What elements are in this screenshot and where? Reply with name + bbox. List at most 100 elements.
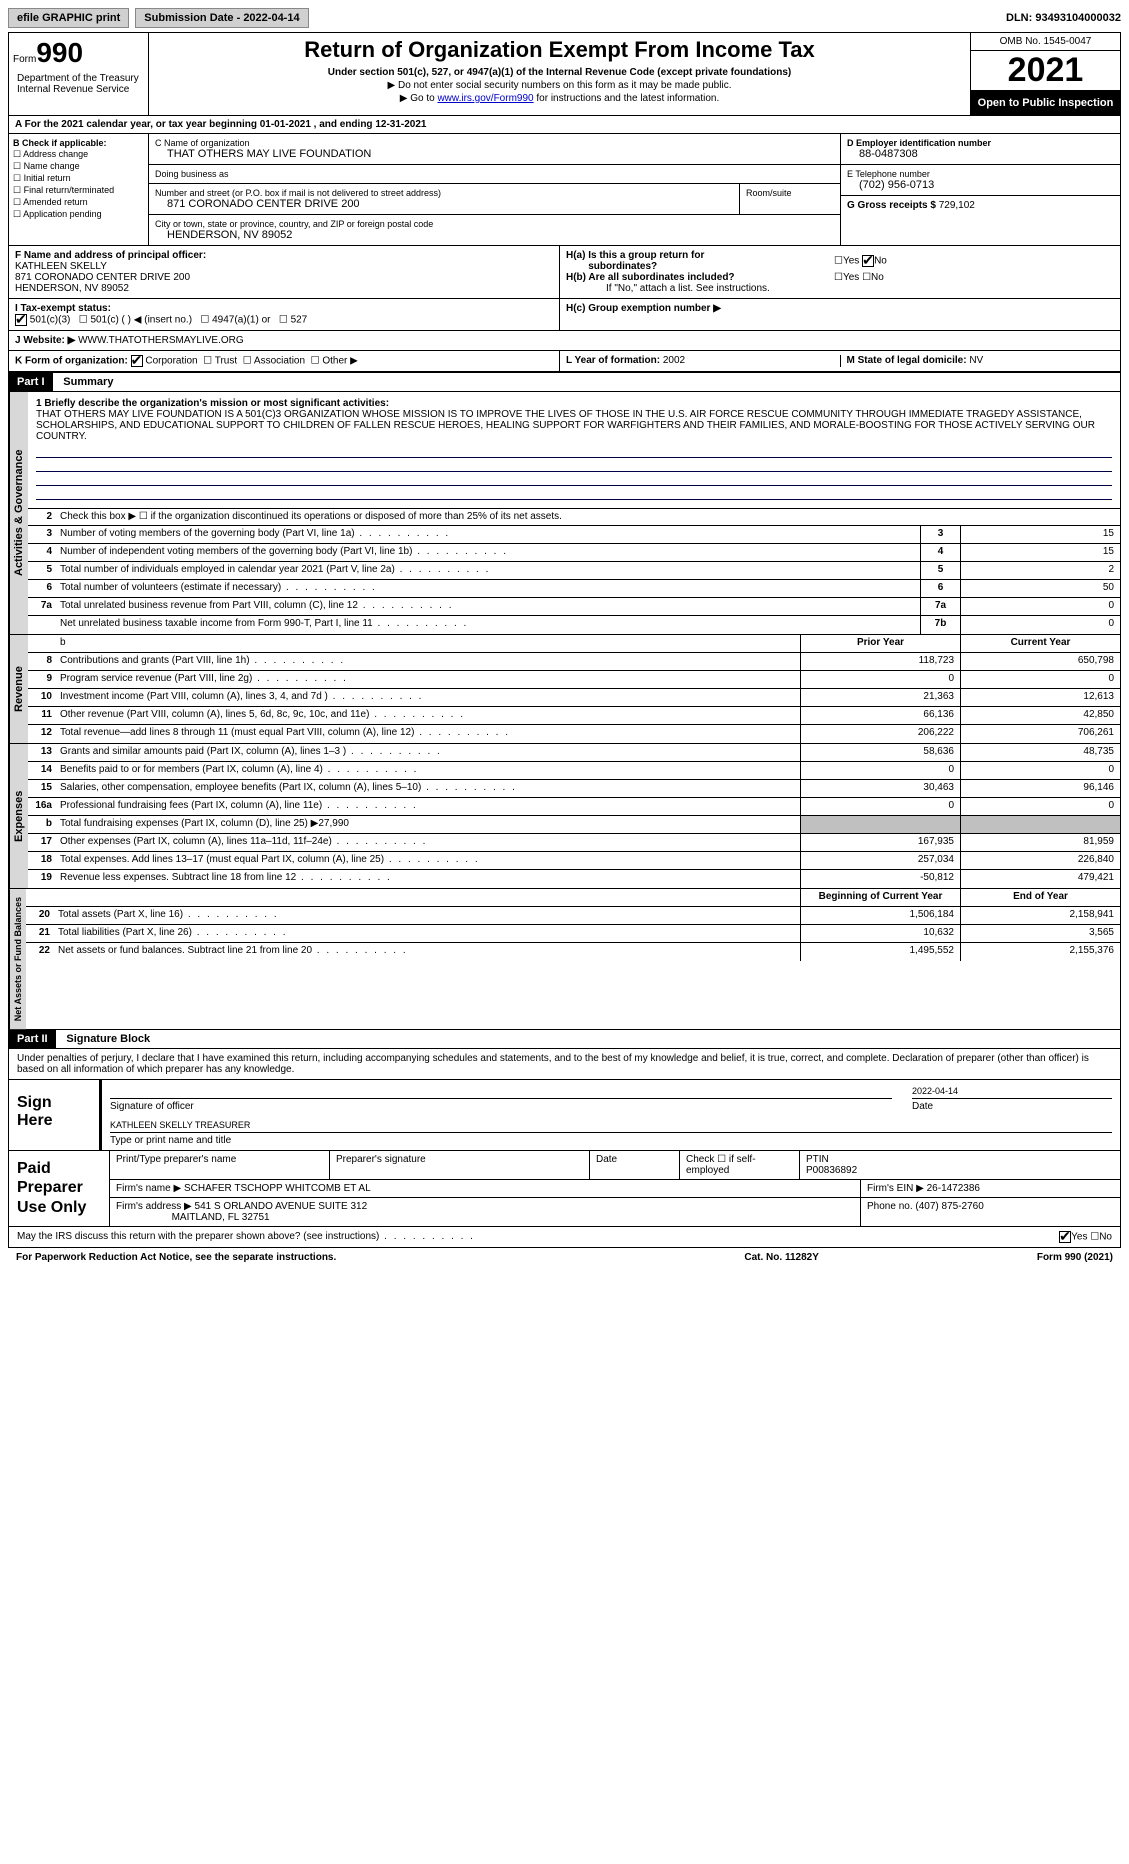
chk-initial[interactable]: ☐ Initial return [13,173,144,184]
expense-line: b Total fundraising expenses (Part IX, c… [28,816,1120,834]
open-public-badge: Open to Public Inspection [971,91,1120,115]
ha-no-check[interactable] [862,255,874,267]
hc-label: H(c) Group exemption number ▶ [566,303,721,314]
part1-header: Part I [9,373,53,391]
ein-label: D Employer identification number [847,138,1114,148]
row-a-period: A For the 2021 calendar year, or tax yea… [8,116,1121,134]
gov-line: 4 Number of independent voting members o… [28,544,1120,562]
hdr-current: Current Year [960,635,1120,652]
mission-text: THAT OTHERS MAY LIVE FOUNDATION IS A 501… [36,409,1112,442]
net-line: 21 Total liabilities (Part X, line 26) 1… [26,925,1120,943]
footer-mid: Cat. No. 11282Y [526,1252,1036,1263]
irs-link[interactable]: www.irs.gov/Form990 [437,93,533,104]
part2-header: Part II [9,1030,56,1048]
chk-amended[interactable]: ☐ Amended return [13,197,144,208]
col-b-label: B Check if applicable: [13,138,144,148]
expense-line: 13 Grants and similar amounts paid (Part… [28,744,1120,762]
footer-left: For Paperwork Reduction Act Notice, see … [16,1252,526,1263]
officer-addr1: 871 CORONADO CENTER DRIVE 200 [15,272,553,283]
tax-year: 2021 [971,51,1120,91]
firm-phone-label: Phone no. [867,1201,913,1212]
line-b: b [56,635,800,652]
firm-name-label: Firm's name ▶ [116,1183,181,1194]
tab-expenses: Expenses [9,744,28,888]
phone-value: (702) 956-0713 [847,179,1114,191]
sign-here-label: Sign Here [9,1080,99,1150]
sig-date: 2022-04-14 [912,1084,1112,1099]
state-value: NV [969,355,983,366]
date-label: Date [912,1101,1112,1112]
hdr-end: End of Year [960,889,1120,906]
efile-button[interactable]: efile GRAPHIC print [8,8,129,28]
chk-name[interactable]: ☐ Name change [13,161,144,172]
hb-note: If "No," attach a list. See instructions… [566,283,1114,294]
gov-line: 7a Total unrelated business revenue from… [28,598,1120,616]
expense-line: 18 Total expenses. Add lines 13–17 (must… [28,852,1120,870]
ptin-label: PTIN [806,1154,1114,1165]
form-number: Form990 [13,37,144,69]
firm-name-value: SCHAFER TSCHOPP WHITCOMB ET AL [184,1183,371,1194]
name-label: C Name of organization [155,138,834,148]
entity-grid: B Check if applicable: ☐ Address change … [8,134,1121,245]
part1-title: Summary [55,373,121,391]
submission-date: Submission Date - 2022-04-14 [135,8,308,28]
chk-final[interactable]: ☐ Final return/terminated [13,185,144,196]
note-ssn: ▶ Do not enter social security numbers o… [157,80,962,91]
tab-revenue: Revenue [9,635,28,743]
dept-label: Department of the Treasury Internal Reve… [13,69,144,99]
officer-title-label: Type or print name and title [110,1135,1112,1146]
dln-number: DLN: 93493104000032 [1006,12,1121,24]
net-line: 22 Net assets or fund balances. Subtract… [26,943,1120,961]
net-line: 20 Total assets (Part X, line 16) 1,506,… [26,907,1120,925]
form-header: Form990 Department of the Treasury Inter… [8,32,1121,116]
line2-text: Check this box ▶ ☐ if the organization d… [56,509,1120,525]
discuss-yes[interactable] [1059,1231,1071,1243]
officer-printed: KATHLEEN SKELLY TREASURER [110,1118,1112,1133]
officer-label: F Name and address of principal officer: [15,250,553,261]
firm-ein-value: 26-1472386 [927,1183,980,1194]
ptin-value: P00836892 [806,1165,1114,1176]
chk-address[interactable]: ☐ Address change [13,149,144,160]
hb-row: H(b) Are all subordinates included? ☐Yes… [566,272,1114,283]
firm-city-value: MAITLAND, FL 32751 [172,1212,270,1223]
expense-line: 17 Other expenses (Part IX, column (A), … [28,834,1120,852]
paid-prep-label: Paid Preparer Use Only [9,1151,109,1226]
prep-date-label: Date [589,1151,679,1179]
penalty-text: Under penalties of perjury, I declare th… [9,1049,1120,1079]
chk-corp[interactable] [131,355,143,367]
revenue-line: 12 Total revenue—add lines 8 through 11 … [28,725,1120,743]
tab-net: Net Assets or Fund Balances [9,889,26,1029]
omb-number: OMB No. 1545-0047 [971,33,1120,51]
officer-addr2: HENDERSON, NV 89052 [15,283,553,294]
prep-name-label: Print/Type preparer's name [109,1151,329,1179]
room-label: Room/suite [746,188,834,198]
firm-addr-value: 541 S ORLANDO AVENUE SUITE 312 [195,1201,368,1212]
chk-501c3[interactable] [15,314,27,326]
expense-line: 19 Revenue less expenses. Subtract line … [28,870,1120,888]
expense-line: 16a Professional fundraising fees (Part … [28,798,1120,816]
hdr-begin: Beginning of Current Year [800,889,960,906]
ha-row: H(a) Is this a group return for subordin… [566,250,1114,272]
gross-value: 729,102 [939,200,975,211]
gross-label: G Gross receipts $ [847,200,936,211]
ein-value: 88-0487308 [847,148,1114,160]
officer-name: KATHLEEN SKELLY [15,261,553,272]
prep-check-label: Check ☐ if self-employed [679,1151,799,1179]
city-label: City or town, state or province, country… [155,219,834,229]
sig-officer-label: Signature of officer [110,1101,892,1112]
form-title: Return of Organization Exempt From Incom… [157,37,962,63]
chk-pending[interactable]: ☐ Application pending [13,209,144,220]
expense-line: 14 Benefits paid to or for members (Part… [28,762,1120,780]
gov-line: 5 Total number of individuals employed i… [28,562,1120,580]
year-form-label: L Year of formation: [566,355,660,366]
firm-ein-label: Firm's EIN ▶ [867,1183,924,1194]
city-value: HENDERSON, NV 89052 [155,229,834,241]
org-name: THAT OTHERS MAY LIVE FOUNDATION [155,148,834,160]
expense-line: 15 Salaries, other compensation, employe… [28,780,1120,798]
website-label: J Website: ▶ [15,335,75,346]
gov-line: 6 Total number of volunteers (estimate i… [28,580,1120,598]
revenue-line: 9 Program service revenue (Part VIII, li… [28,671,1120,689]
phone-label: E Telephone number [847,169,1114,179]
gov-line: Net unrelated business taxable income fr… [28,616,1120,634]
year-form-value: 2002 [663,355,685,366]
